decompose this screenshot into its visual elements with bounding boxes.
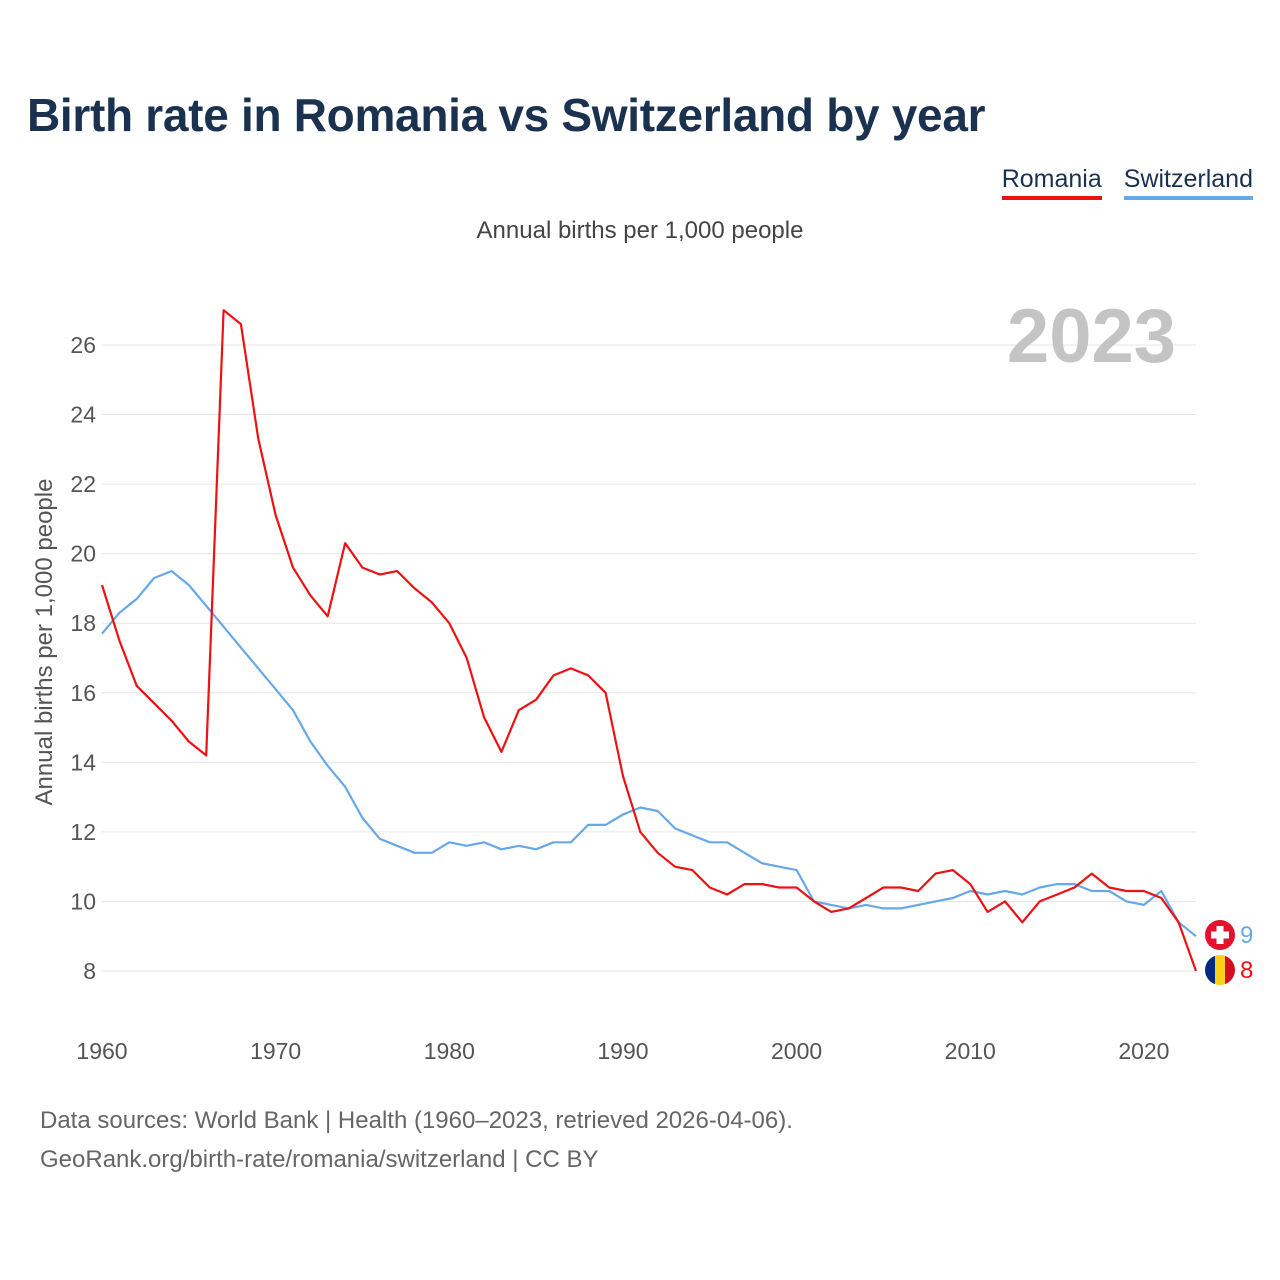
series-lines <box>100 309 1198 972</box>
legend: Romania Switzerland <box>1001 165 1253 200</box>
footer-attribution: GeoRank.org/birth-rate/romania/switzerla… <box>40 1146 599 1173</box>
y-tick-label: 16 <box>70 680 96 706</box>
x-tick-label: 1970 <box>250 1038 301 1064</box>
romania-flag-icon <box>1205 955 1235 985</box>
y-tick-label: 18 <box>70 610 96 636</box>
legend-item-switzerland[interactable]: Switzerland <box>1123 165 1253 200</box>
x-tick-label: 2020 <box>1118 1038 1169 1064</box>
series-end-markers: 9 8 <box>1205 920 1253 985</box>
x-tick-label: 1960 <box>76 1038 127 1064</box>
y-tick-label: 20 <box>70 541 96 567</box>
legend-item-romania[interactable]: Romania <box>1001 165 1102 200</box>
x-tick-label: 1990 <box>597 1038 648 1064</box>
y-axis-ticks: 8 10 12 14 16 18 20 22 24 26 <box>70 332 96 984</box>
chart-title: Birth rate in Romania vs Switzerland by … <box>27 89 986 141</box>
y-tick-label: 22 <box>70 471 96 497</box>
x-axis-ticks: 1960 1970 1980 1990 2000 2010 2020 <box>76 1038 1169 1064</box>
x-tick-label: 2000 <box>771 1038 822 1064</box>
y-tick-label: 26 <box>70 332 96 358</box>
romania-end-label: 8 <box>1240 957 1253 984</box>
switzerland-flag-icon <box>1205 920 1235 950</box>
y-tick-label: 10 <box>70 888 96 914</box>
y-tick-label: 8 <box>83 958 96 984</box>
y-tick-label: 12 <box>70 819 96 845</box>
chart-subtitle: Annual births per 1,000 people <box>476 217 804 244</box>
gridlines <box>102 344 1196 972</box>
x-tick-label: 1980 <box>424 1038 475 1064</box>
footer-sources: Data sources: World Bank | Health (1960–… <box>40 1107 793 1134</box>
x-tick-label: 2010 <box>945 1038 996 1064</box>
switzerland-end-label: 9 <box>1240 922 1253 949</box>
y-axis-label: Annual births per 1,000 people <box>31 479 58 806</box>
y-tick-label: 14 <box>70 749 96 775</box>
y-tick-label: 24 <box>70 402 96 428</box>
series-line-switzerland <box>101 569 1197 938</box>
series-line-romania <box>100 309 1198 972</box>
year-label: 2023 <box>1007 294 1176 379</box>
